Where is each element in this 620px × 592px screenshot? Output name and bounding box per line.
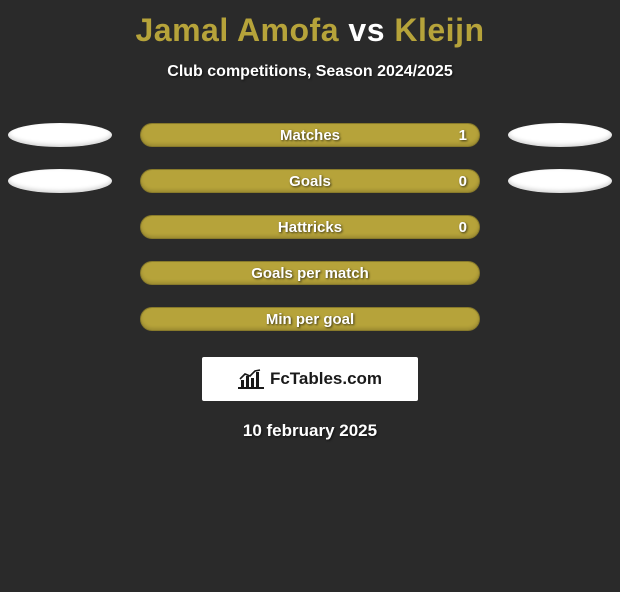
stat-row-matches: Matches 1	[0, 123, 620, 147]
player2-marker	[508, 169, 612, 193]
bar-chart-icon	[238, 369, 264, 389]
player1-name: Jamal Amofa	[136, 12, 340, 48]
comparison-card: Jamal Amofa vs Kleijn Club competitions,…	[0, 12, 620, 592]
stat-rows: Matches 1 Goals 0 Hattricks	[0, 123, 620, 331]
stat-label: Goals	[141, 173, 479, 190]
stat-bar: Matches 1	[140, 123, 480, 147]
stat-row-hattricks: Hattricks 0	[0, 215, 620, 239]
player1-marker	[8, 123, 112, 147]
stat-bar-wrap: Goals per match	[140, 261, 480, 285]
player2-marker	[508, 123, 612, 147]
stat-bar-wrap: Goals 0	[140, 169, 480, 193]
stat-row-goals-per-match: Goals per match	[0, 261, 620, 285]
stat-label: Matches	[141, 127, 479, 144]
stat-bar: Min per goal	[140, 307, 480, 331]
stat-bar-wrap: Matches 1	[140, 123, 480, 147]
stat-bar-wrap: Hattricks 0	[140, 215, 480, 239]
stat-bar: Goals per match	[140, 261, 480, 285]
stat-value-right: 0	[459, 219, 467, 236]
source-logo: FcTables.com	[202, 357, 418, 401]
subtitle: Club competitions, Season 2024/2025	[0, 63, 620, 81]
page-title: Jamal Amofa vs Kleijn	[0, 12, 620, 49]
date-text: 10 february 2025	[0, 421, 620, 441]
player1-marker	[8, 169, 112, 193]
stat-bar: Hattricks 0	[140, 215, 480, 239]
stat-label: Goals per match	[141, 265, 479, 282]
stat-value-right: 1	[459, 127, 467, 144]
stat-row-goals: Goals 0	[0, 169, 620, 193]
logo-text: FcTables.com	[270, 369, 382, 389]
stat-bar: Goals 0	[140, 169, 480, 193]
stat-row-min-per-goal: Min per goal	[0, 307, 620, 331]
stat-label: Hattricks	[141, 219, 479, 236]
stat-value-right: 0	[459, 173, 467, 190]
vs-text: vs	[348, 12, 385, 48]
stat-bar-wrap: Min per goal	[140, 307, 480, 331]
player2-name: Kleijn	[394, 12, 484, 48]
stat-label: Min per goal	[141, 311, 479, 328]
